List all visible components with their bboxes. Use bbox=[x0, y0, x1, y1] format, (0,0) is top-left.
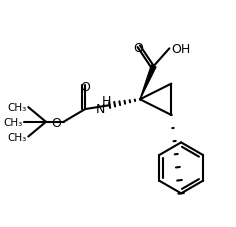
Text: O: O bbox=[133, 42, 143, 55]
Text: H: H bbox=[102, 95, 111, 108]
Text: CH₃: CH₃ bbox=[7, 132, 26, 142]
Polygon shape bbox=[140, 66, 156, 100]
Text: CH₃: CH₃ bbox=[7, 103, 26, 113]
Text: N: N bbox=[95, 103, 105, 116]
Text: O: O bbox=[51, 117, 61, 130]
Text: O: O bbox=[80, 80, 90, 93]
Text: OH: OH bbox=[171, 43, 191, 56]
Text: CH₃: CH₃ bbox=[3, 117, 22, 127]
